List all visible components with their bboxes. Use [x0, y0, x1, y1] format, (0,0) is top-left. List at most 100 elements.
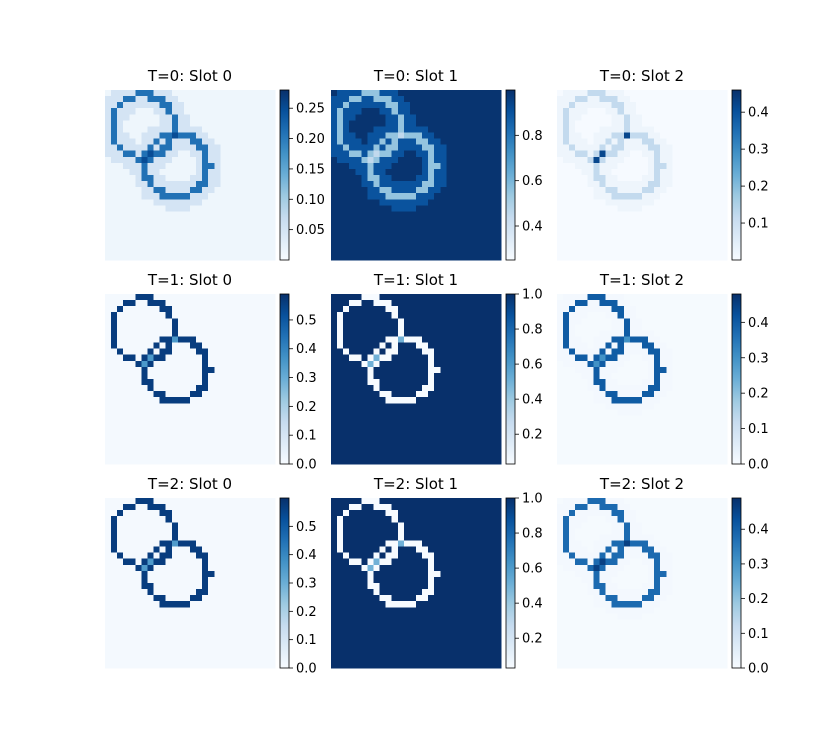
heatmap-cell: [409, 223, 417, 230]
heatmap-cell: [702, 114, 710, 121]
heatmap-cell: [117, 132, 124, 139]
heatmap-cell: [635, 330, 643, 337]
heatmap-ring-cell: [648, 138, 655, 145]
heatmap-ring-cell: [159, 193, 167, 200]
heatmap-cell: [262, 457, 270, 465]
heatmap-ring-cell: [202, 372, 209, 380]
heatmap-cell: [611, 229, 619, 237]
heatmap-cell: [629, 175, 637, 182]
heatmap-cell: [623, 439, 631, 447]
heatmap-cell: [361, 217, 368, 224]
heatmap-cell: [642, 96, 649, 103]
heatmap-cell: [416, 385, 423, 392]
heatmap-cell: [617, 354, 625, 362]
heatmap-cell: [256, 439, 264, 447]
heatmap-cell: [494, 324, 502, 331]
heatmap-cell: [440, 211, 447, 218]
heatmap-cell: [587, 379, 594, 386]
heatmap-cell: [581, 445, 588, 453]
heatmap-cell: [557, 445, 564, 453]
heatmap-cell: [105, 223, 112, 230]
heatmap-cell: [177, 168, 185, 176]
heatmap-ring-cell: [599, 354, 606, 362]
heatmap-cell: [208, 132, 215, 139]
heatmap-cell: [642, 372, 649, 380]
heatmap-cell: [373, 324, 380, 331]
heatmap-cell: [238, 366, 245, 374]
heatmap-cell: [397, 312, 405, 319]
heatmap-cell: [660, 175, 667, 182]
heatmap-cell: [581, 102, 588, 109]
heatmap-cell: [714, 300, 722, 307]
heatmap-ring-cell: [391, 397, 399, 404]
heatmap-cell: [696, 372, 704, 380]
heatmap-cell: [268, 168, 276, 176]
heatmap-cell: [611, 120, 619, 127]
heatmap-cell: [177, 324, 185, 331]
heatmap-cell: [123, 318, 130, 325]
heatmap-cell: [654, 199, 661, 206]
heatmap-cell: [635, 342, 643, 349]
heatmap-cell: [226, 241, 233, 249]
heatmap-cell: [403, 120, 411, 127]
heatmap-cell: [220, 114, 227, 121]
heatmap-cell: [563, 385, 570, 392]
heatmap-cell: [678, 211, 685, 218]
heatmap-cell: [123, 342, 130, 349]
heatmap-cell: [367, 397, 374, 404]
heatmap-ring-cell: [575, 150, 582, 158]
heatmap-cell: [690, 439, 697, 447]
heatmap-cell: [183, 138, 191, 145]
heatmap-cell: [635, 415, 643, 422]
heatmap-cell: [355, 336, 362, 343]
heatmap-cell: [458, 445, 465, 453]
heatmap-cell: [690, 114, 697, 121]
heatmap-cell: [690, 175, 697, 182]
heatmap-ring-cell: [361, 156, 368, 164]
heatmap-cell: [208, 150, 215, 158]
heatmap-cell: [690, 445, 697, 453]
heatmap-cell: [482, 144, 490, 152]
heatmap-cell: [557, 409, 564, 416]
heatmap-cell: [563, 445, 570, 453]
heatmap-cell: [244, 415, 252, 422]
heatmap-cell: [464, 439, 471, 447]
heatmap-cell: [373, 223, 380, 230]
heatmap-cell: [623, 253, 631, 261]
heatmap-cell: [331, 312, 338, 319]
heatmap-cell: [494, 445, 502, 453]
heatmap-ring-cell: [159, 354, 167, 362]
heatmap-cell: [379, 360, 386, 368]
heatmap-cell: [623, 306, 631, 313]
heatmap-cell: [262, 247, 270, 255]
heatmap-cell: [337, 385, 344, 392]
heatmap-ring-cell: [593, 366, 600, 374]
heatmap-ring-cell: [337, 120, 344, 127]
heatmap-cell: [105, 540, 112, 547]
heatmap-cell: [256, 391, 264, 398]
heatmap-cell: [214, 168, 221, 176]
heatmap-cell: [129, 253, 136, 261]
heatmap-cell: [702, 253, 710, 261]
heatmap-ring-cell: [153, 504, 160, 511]
heatmap-cell: [708, 433, 716, 441]
heatmap-cell: [440, 156, 447, 164]
heatmap-cell: [141, 451, 148, 459]
heatmap-cell: [397, 229, 405, 237]
heatmap-cell: [488, 211, 496, 218]
heatmap-cell: [648, 108, 655, 115]
heatmap-cell: [629, 409, 637, 416]
heatmap-cell: [153, 217, 160, 224]
heatmap-cell: [355, 366, 362, 374]
heatmap-cell: [611, 126, 619, 133]
heatmap-cell: [105, 241, 112, 249]
heatmap-cell: [117, 366, 124, 374]
heatmap-cell: [563, 175, 570, 182]
heatmap-cell: [482, 108, 490, 115]
heatmap-cell: [690, 126, 697, 133]
heatmap-cell: [446, 312, 453, 319]
heatmap-cell: [702, 108, 710, 115]
heatmap-cell: [494, 138, 502, 145]
heatmap-cell: [714, 324, 722, 331]
heatmap-cell: [367, 229, 374, 237]
